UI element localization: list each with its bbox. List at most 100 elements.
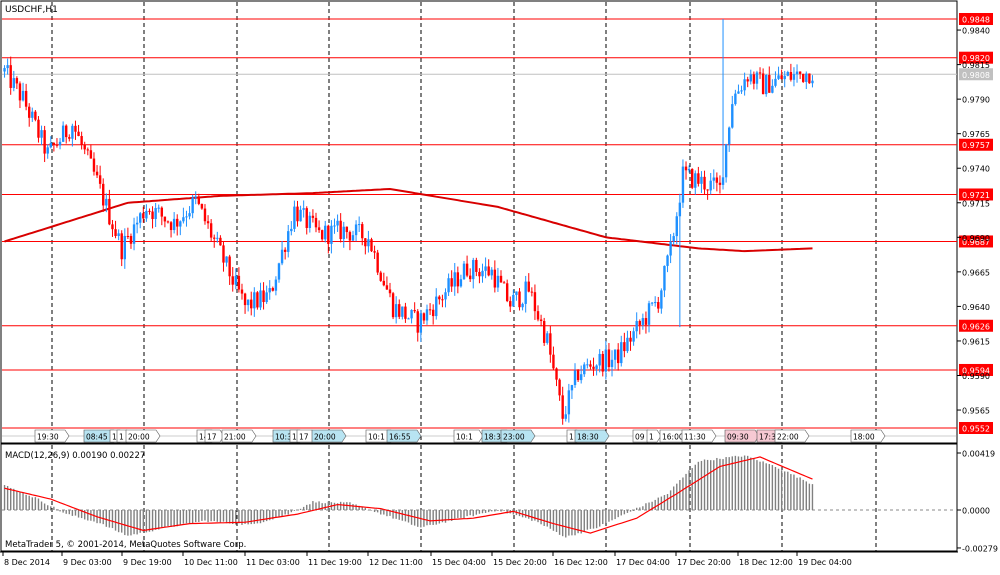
candle-body [576,370,580,381]
candle-body [558,379,561,396]
candle-body [324,225,327,240]
event-flag[interactable]: 17 [204,429,225,443]
candle-body [31,111,34,118]
event-flag[interactable]: 1 [646,429,662,443]
candle-body [274,279,278,291]
candle-body [3,68,6,72]
candle-body [635,321,638,332]
event-flag-shape [646,429,662,443]
event-flag-label: 09 [635,433,645,442]
candle-body [761,73,765,95]
candle-body [792,74,796,80]
event-flag-label: 16:00 [662,433,684,442]
candle-body [191,197,194,214]
candle-body [299,209,302,222]
candle-body [92,158,96,172]
candle-body [293,206,296,229]
candle-body [811,80,814,84]
main-panel-border [0,0,958,444]
event-flag[interactable]: 11:30 [681,429,717,443]
horizontal-levels[interactable]: 0.9848 0.9820 0.9757 0.9721 0.9687 0.9626 0.95… [2,13,993,434]
candle-body [626,337,629,352]
event-flag[interactable]: 16:55 [386,429,422,443]
event-flag[interactable]: 18:30 [574,429,610,443]
candle-body [681,166,685,203]
candle-body [55,144,59,146]
candle-body [721,177,725,185]
current-price-bg [959,68,993,81]
candle-body [746,79,749,82]
level-tag-label: 0.9594 [962,366,990,375]
candle-body [771,85,774,93]
candle-body [83,144,86,150]
candle-body [425,309,429,321]
event-flag-shape [681,429,717,443]
candle-body [163,216,167,222]
candle-body [509,301,512,307]
candle-body [404,306,407,319]
candle-body [61,125,65,142]
event-flag-label: 1 [292,433,297,442]
candle-body [539,319,543,322]
event-flag[interactable]: 19:30 [34,429,70,443]
candle-body [459,279,463,287]
event-flag-label: 18:30 [577,433,599,442]
event-flag[interactable]: 21:00 [221,429,257,443]
event-flag[interactable]: 23:00 [500,429,536,443]
candle-body [481,270,484,277]
candle-body [768,74,771,93]
candle-body [259,290,262,308]
candle-body [718,182,722,185]
level-tag-bg [959,138,993,151]
candle-body [394,304,398,318]
candle-body [419,313,423,333]
candle-body [623,342,626,352]
candle-body [533,292,537,312]
event-flag-shape [574,429,610,443]
time-tick-label: 9 Dec 03:00 [63,558,112,567]
candle-body [234,275,238,285]
candle-body [697,173,700,184]
candle-body [795,71,799,75]
candle-body [413,310,416,312]
time-tick-label: 17 Dec 04:00 [616,558,670,567]
candle-body [435,296,438,317]
candle-body [40,130,43,138]
candle-body [675,216,678,237]
candle-body [219,237,222,246]
candle-body [6,65,9,69]
candle-body [422,313,426,321]
event-flag[interactable]: 18:00 [850,429,886,443]
macd-panel-border [0,443,958,552]
candle-body [367,239,370,247]
candle-body [678,202,682,217]
event-flag-label: 10:1 [456,433,473,442]
candle-body [89,150,93,159]
candle-body [216,237,219,239]
event-flag[interactable]: 20:00 [311,429,347,443]
candle-body [428,309,432,311]
candle-body [663,265,666,291]
event-flag[interactable]: 20:00 [125,429,161,443]
candle-body [583,364,586,375]
candle-body [311,215,315,218]
macd-indicator: 0.00419 0.0000 -0.00279 [2,450,998,553]
moving-average [4,187,813,253]
event-flag[interactable]: 09:30 [724,429,760,443]
event-flag-label: 11:30 [684,433,706,442]
event-flag-label: 20:00 [128,433,150,442]
candle-body [706,189,709,191]
candle-body [740,90,743,92]
time-tick-label: 8 Dec 2014 [4,558,50,567]
event-flag[interactable]: 22:00 [774,429,810,443]
event-flag[interactable]: 10:1 [453,429,484,443]
event-flag-label: 18:00 [853,433,875,442]
current-price-tag: 0.9808 [959,68,993,81]
candle-body [536,311,540,320]
price-tick-label: 0.9565 [962,407,990,416]
candle-body [123,235,127,260]
event-flag-label: 10:1 [368,433,385,442]
